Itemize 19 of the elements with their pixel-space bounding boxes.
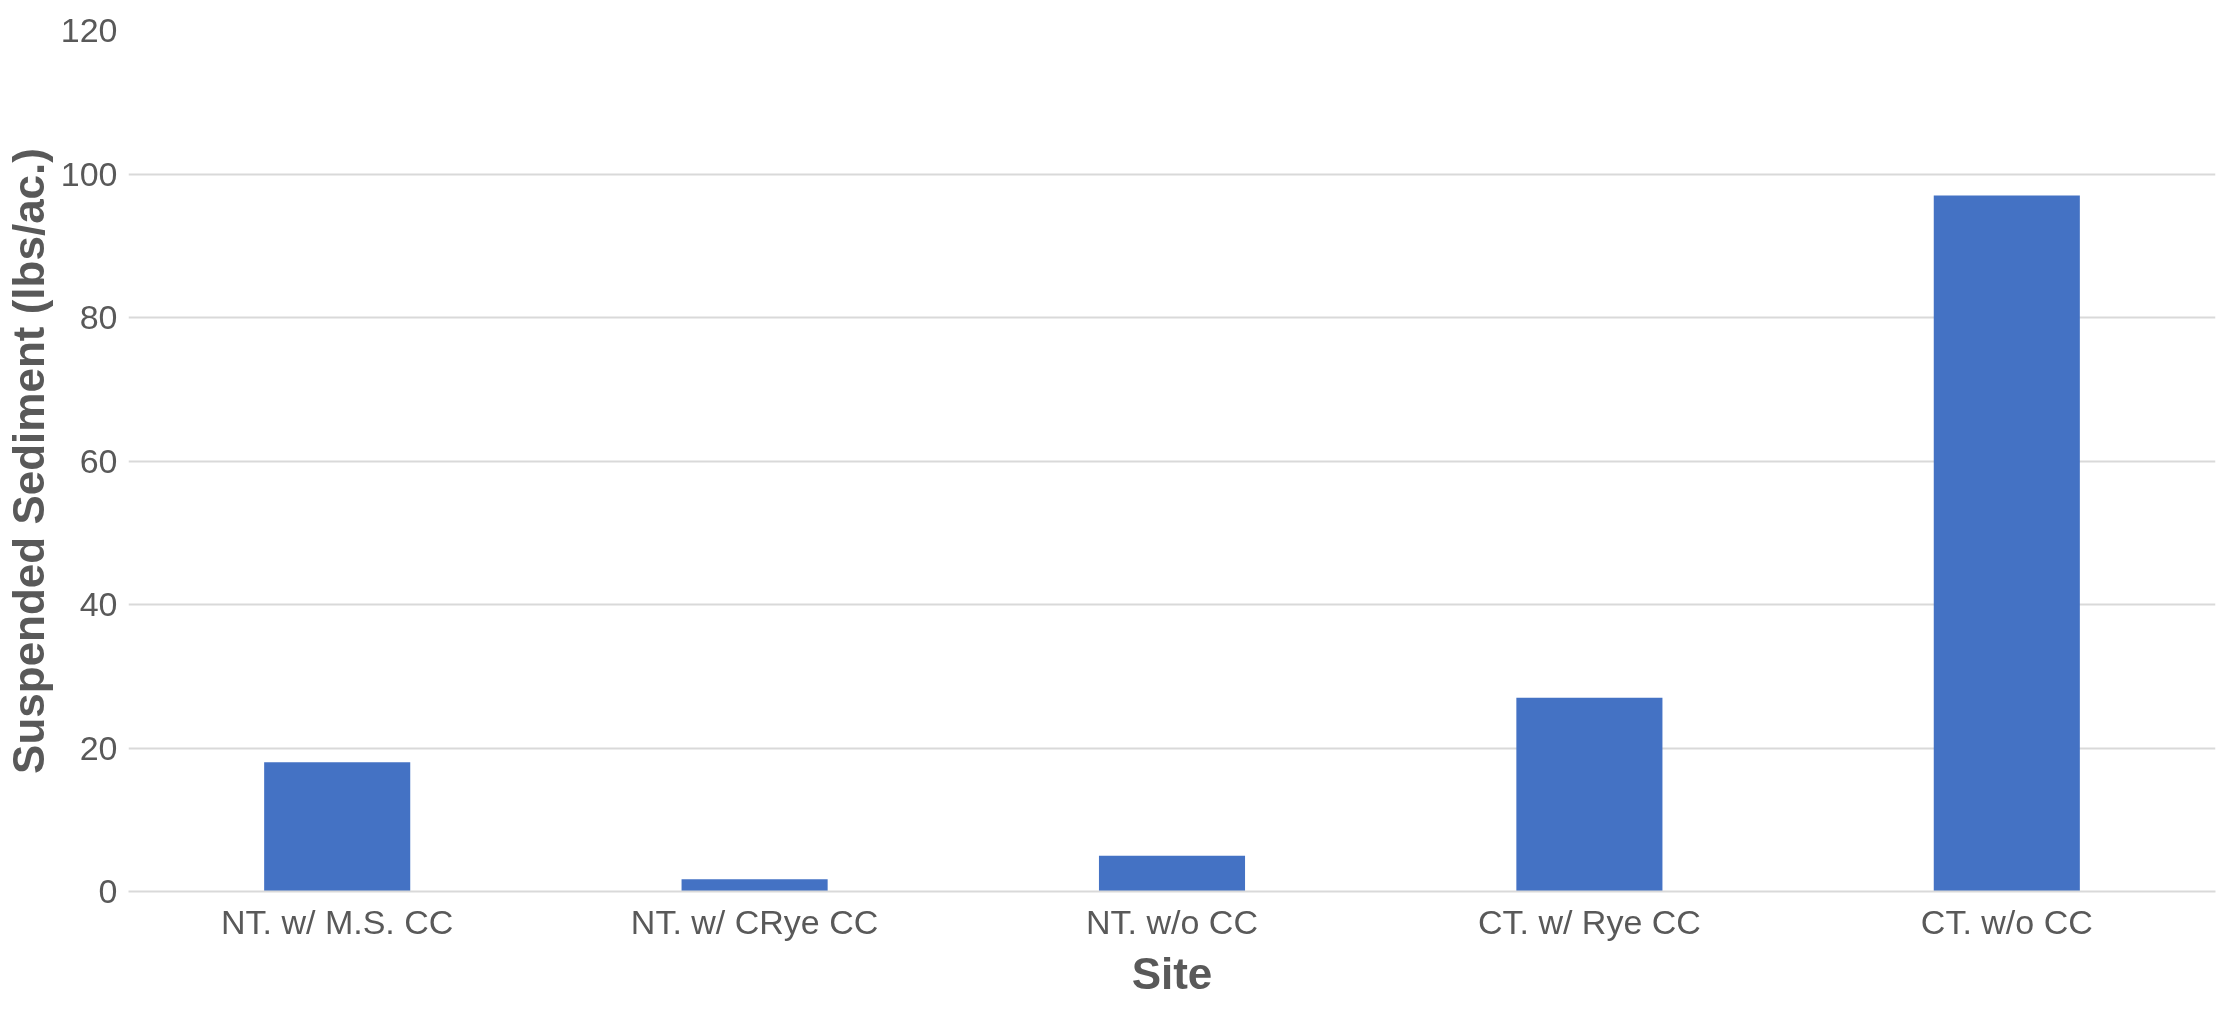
bar	[681, 879, 828, 892]
y-tick-label: 80	[79, 298, 118, 336]
x-tick-label: NT. w/ CRye CC	[630, 902, 879, 941]
y-axis-title: Suspended Sediment (lbs/ac.)	[3, 148, 53, 774]
x-axis-title: Site	[1131, 948, 1213, 998]
y-tick-label: 40	[79, 585, 118, 623]
bar	[1098, 855, 1246, 892]
bar	[1516, 697, 1663, 892]
y-tick-label: 60	[79, 441, 118, 480]
bar	[1933, 195, 2080, 892]
x-tick-label: NT. w/o CC	[1086, 902, 1258, 941]
y-tick-label: 20	[79, 728, 118, 767]
bar	[264, 762, 411, 892]
y-tick-label: 0	[98, 872, 118, 910]
x-tick-label: CT. w/ Rye CC	[1477, 902, 1701, 941]
y-tick-label: 120	[60, 11, 118, 49]
x-tick-label: CT. w/o CC	[1920, 902, 2093, 941]
x-tick-label: NT. w/ M.S. CC	[221, 902, 454, 941]
y-tick-label: 100	[60, 154, 118, 193]
